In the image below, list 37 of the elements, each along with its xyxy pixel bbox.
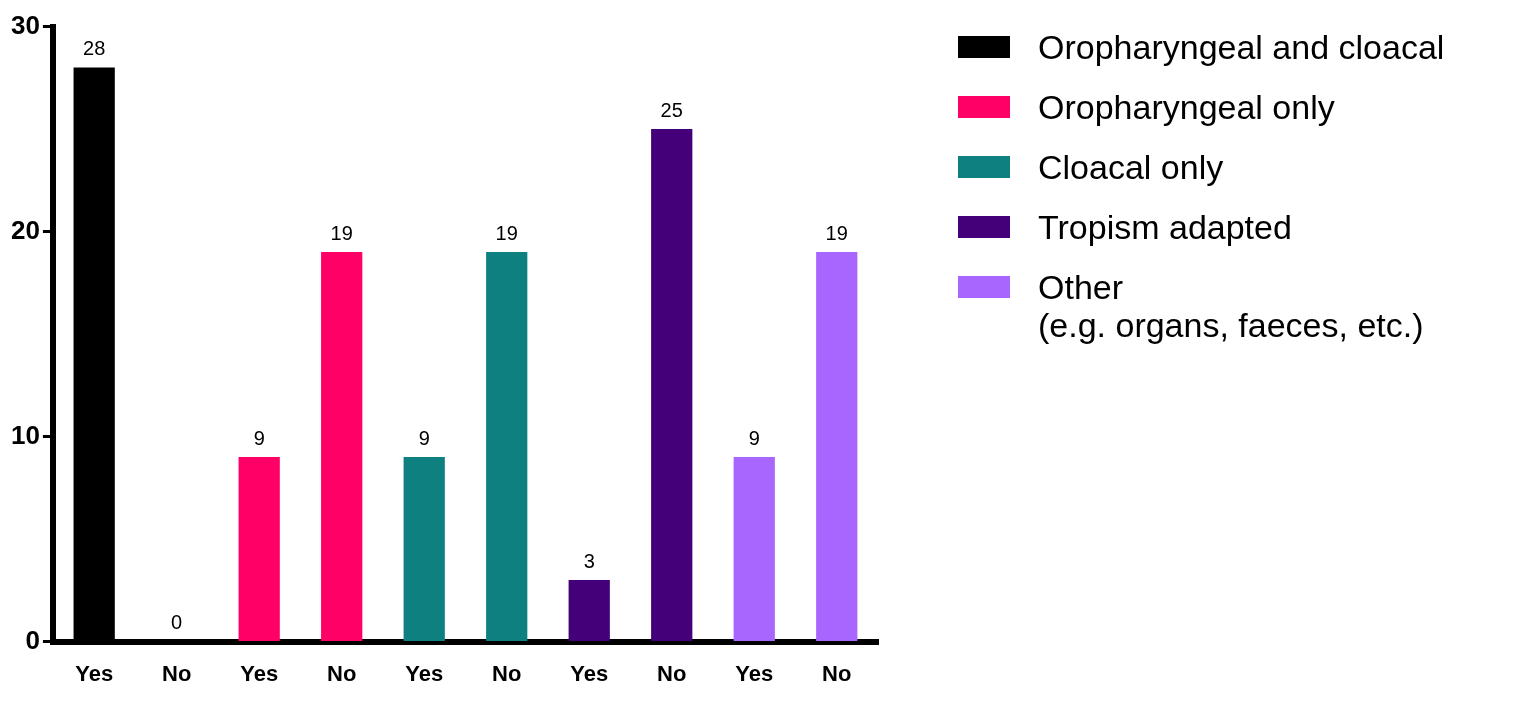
data-label: 28 xyxy=(83,37,106,60)
x-tick-label: No xyxy=(327,660,357,686)
x-tick-label: Yes xyxy=(735,660,774,686)
data-label: 0 xyxy=(171,611,183,634)
x-tick-label: No xyxy=(822,660,852,686)
x-tick-label: No xyxy=(162,660,192,686)
bar xyxy=(238,457,280,642)
y-tick-label: 10 xyxy=(11,419,40,450)
y-tick-label: 20 xyxy=(11,214,40,245)
data-label: 25 xyxy=(660,98,683,121)
data-label: 19 xyxy=(495,221,518,244)
legend-label: Oropharyngeal only xyxy=(1038,88,1335,126)
x-tick-label: Yes xyxy=(240,660,279,686)
bar xyxy=(486,252,528,642)
legend-label: Tropism adapted xyxy=(1038,208,1292,246)
x-tick-label: Yes xyxy=(75,660,114,686)
x-tick-label: Yes xyxy=(570,660,609,686)
data-label: 9 xyxy=(253,426,265,449)
data-label: 19 xyxy=(330,221,353,244)
bar xyxy=(568,580,610,642)
legend-label: Other (e.g. organs, faeces, etc.) xyxy=(1038,268,1424,344)
x-tick-label: No xyxy=(492,660,522,686)
data-label: 3 xyxy=(583,549,595,572)
data-label: 9 xyxy=(748,426,760,449)
legend-label: Oropharyngeal and cloacal xyxy=(1038,28,1445,66)
bar xyxy=(816,252,858,642)
bar xyxy=(733,457,775,642)
y-tick-label: 0 xyxy=(25,624,40,655)
x-tick-label: Yes xyxy=(405,660,444,686)
bar xyxy=(403,457,445,642)
bar xyxy=(651,129,693,642)
data-label: 9 xyxy=(418,426,430,449)
bar xyxy=(321,252,363,642)
legend-label: Cloacal only xyxy=(1038,148,1224,186)
x-tick-label: No xyxy=(657,660,687,686)
y-tick-label: 30 xyxy=(11,9,40,40)
data-label: 19 xyxy=(825,221,848,244)
